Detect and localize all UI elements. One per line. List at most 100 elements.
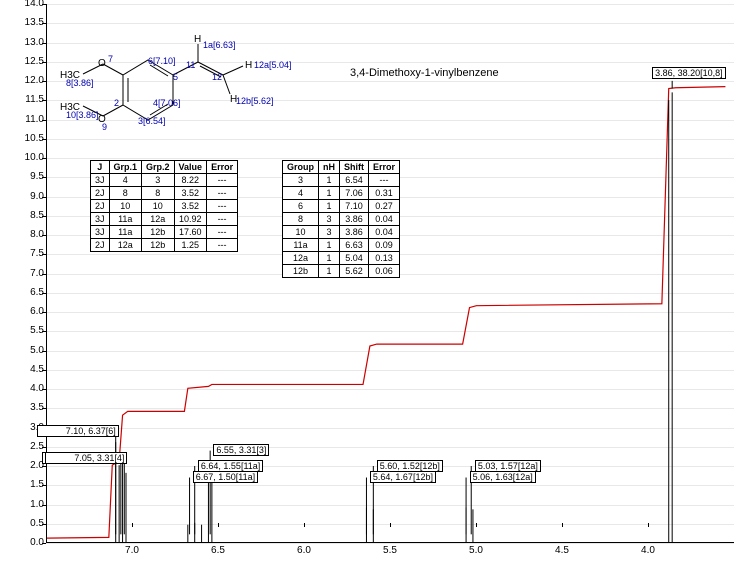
table-cell: 10: [142, 200, 175, 213]
x-tick-mark: [648, 523, 649, 527]
x-tick-label: 5.5: [383, 545, 397, 556]
table-cell: 10: [283, 226, 319, 239]
atom-label-6: 6[7.10]: [148, 56, 176, 66]
table-row: 417.060.31: [283, 187, 400, 200]
peak-annotation: 6.64, 1.55[11a]: [198, 460, 263, 472]
y-tick-label: 8.5: [4, 210, 44, 221]
y-tick-label: 12.5: [4, 56, 44, 67]
table-cell: 5.62: [340, 265, 369, 278]
peak-annotation: 7.10, 6.37[6]: [37, 425, 119, 437]
y-tick-label: 9.5: [4, 171, 44, 182]
table-cell: 1: [319, 187, 340, 200]
table-cell: 0.27: [369, 200, 400, 213]
y-tick-label: 14.0: [4, 0, 44, 9]
table-row: 316.54---: [283, 174, 400, 187]
table-cell: 12a: [283, 252, 319, 265]
atom-label-8: 8[3.86]: [66, 78, 94, 88]
y-tick-label: 10.5: [4, 133, 44, 144]
table-cell: 3: [283, 174, 319, 187]
table-cell: 3.86: [340, 213, 369, 226]
table-cell: 1: [319, 252, 340, 265]
table-row: 2J12a12b1.25---: [91, 239, 238, 252]
y-tick-label: 5.5: [4, 325, 44, 336]
y-tick-label: 4.5: [4, 364, 44, 375]
y-tick-label: 7.0: [4, 268, 44, 279]
table-row: 1033.860.04: [283, 226, 400, 239]
table-header: Error: [207, 161, 238, 174]
peak-annotation: 6.67, 1.50[11a]: [193, 471, 258, 483]
table-cell: 4: [109, 174, 142, 187]
table-row: 3J11a12b17.60---: [91, 226, 238, 239]
peak-annotation: 7.05, 3.31[4]: [45, 452, 127, 464]
atom-label-3: 3[6.54]: [138, 116, 166, 126]
table-cell: 0.13: [369, 252, 400, 265]
y-tick-label: 8.0: [4, 229, 44, 240]
table-cell: 3J: [91, 213, 110, 226]
table-cell: 12b: [283, 265, 319, 278]
table-cell: 8.22: [174, 174, 207, 187]
y-axis: 0.00.51.01.52.02.53.03.54.04.55.05.56.06…: [0, 0, 46, 543]
h-12a-label: H: [245, 60, 252, 71]
table-cell: 12a: [142, 213, 175, 226]
table-row: 12b15.620.06: [283, 265, 400, 278]
x-tick-label: 4.0: [641, 545, 655, 556]
table-cell: 10.92: [174, 213, 207, 226]
table-cell: 4: [283, 187, 319, 200]
table-header: Error: [369, 161, 400, 174]
table-row: 2J883.52---: [91, 187, 238, 200]
y-tick-label: 2.5: [4, 441, 44, 452]
table-row: 833.860.04: [283, 213, 400, 226]
table-header: J: [91, 161, 110, 174]
table-cell: 11a: [109, 213, 142, 226]
table-cell: 0.04: [369, 226, 400, 239]
y-tick-label: 11.5: [4, 94, 44, 105]
y-tick-label: 13.5: [4, 17, 44, 28]
atom-label-12b: 12b[5.62]: [236, 96, 274, 106]
table-cell: 7.06: [340, 187, 369, 200]
table-cell: 3: [142, 174, 175, 187]
y-tick-label: 0.5: [4, 518, 44, 529]
table-cell: 12a: [109, 239, 142, 252]
x-tick-mark: [476, 523, 477, 527]
atom-label-10: 10[3.86]: [66, 110, 99, 120]
table-cell: 8: [283, 213, 319, 226]
table-cell: ---: [207, 174, 238, 187]
y-tick-label: 2.0: [4, 460, 44, 471]
table-header: nH: [319, 161, 340, 174]
h-11a-label: H: [194, 34, 201, 45]
table-cell: 1: [319, 200, 340, 213]
x-tick-mark: [562, 523, 563, 527]
table-header: Group: [283, 161, 319, 174]
x-tick-mark: [218, 523, 219, 527]
table-cell: ---: [207, 200, 238, 213]
table-cell: 3.52: [174, 200, 207, 213]
table-cell: 10: [109, 200, 142, 213]
table-cell: 7.10: [340, 200, 369, 213]
table-cell: 5.04: [340, 252, 369, 265]
x-tick-label: 4.5: [555, 545, 569, 556]
atom-label-4: 4[7.06]: [153, 98, 181, 108]
atom-label-9: 9: [102, 122, 107, 132]
y-tick-label: 5.0: [4, 345, 44, 356]
peak-annotation: 3.86, 38.20[10,8]: [652, 67, 726, 79]
table-cell: ---: [207, 239, 238, 252]
table-cell: 2J: [91, 200, 110, 213]
table-cell: 3J: [91, 226, 110, 239]
table-cell: 3: [319, 226, 340, 239]
table-header: Grp.2: [142, 161, 175, 174]
table-cell: 8: [142, 187, 175, 200]
table-header: Value: [174, 161, 207, 174]
peak-annotation: 5.06, 1.63[12a]: [470, 471, 536, 483]
y-tick-label: 0.0: [4, 537, 44, 548]
x-tick-mark: [304, 523, 305, 527]
table-cell: 17.60: [174, 226, 207, 239]
x-tick-label: 6.0: [297, 545, 311, 556]
table-cell: 1: [319, 174, 340, 187]
atom-label-12a: 12a[5.04]: [254, 60, 292, 70]
table-cell: 0.04: [369, 213, 400, 226]
table-cell: 0.31: [369, 187, 400, 200]
table-row: 3J438.22---: [91, 174, 238, 187]
x-tick-mark: [132, 523, 133, 527]
y-tick-label: 9.0: [4, 191, 44, 202]
table-cell: 12b: [142, 226, 175, 239]
